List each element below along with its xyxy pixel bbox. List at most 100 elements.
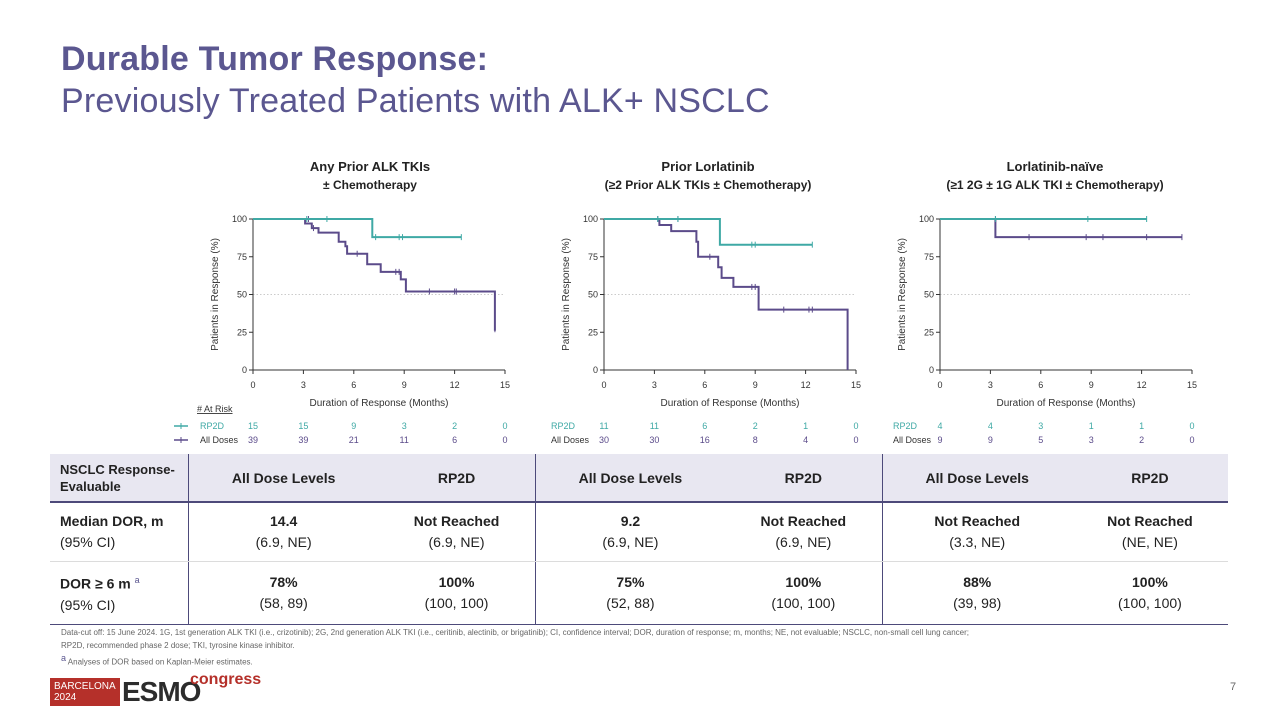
x-tick-label: 6: [702, 380, 707, 390]
km-curve-all-doses: [604, 218, 849, 370]
y-tick-label: 0: [929, 365, 934, 375]
x-tick-label: 9: [402, 380, 407, 390]
y-axis-label: Patients in Response (%): [561, 238, 572, 351]
table-cell: 14.4 (6.9, NE): [188, 502, 379, 562]
x-tick-label: 3: [301, 380, 306, 390]
risk-count: 15: [248, 421, 258, 431]
y-tick-label: 50: [924, 290, 934, 300]
risk-row-name: All Doses: [551, 435, 590, 445]
x-tick-label: 15: [1187, 380, 1197, 390]
risk-count: 2: [1139, 435, 1144, 445]
table-header-col: RP2D: [1071, 454, 1228, 503]
km-curve-rp2d: [253, 218, 462, 239]
response-table: NSCLC Response- Evaluable All Dose Levels…: [50, 454, 1228, 625]
risk-count: 0: [1189, 421, 1194, 431]
risk-count: 0: [502, 435, 507, 445]
logo-word: congress: [190, 671, 262, 688]
table-cell: 9.2 (6.9, NE): [534, 502, 726, 562]
table-header-col: All Dose Levels: [534, 454, 726, 503]
risk-count: 3: [1038, 421, 1043, 431]
page-number: 7: [1230, 681, 1237, 693]
x-tick-label: 12: [450, 380, 460, 390]
footnote: Data-cut off: 15 June 2024. 1G, 1st gene…: [61, 628, 970, 667]
logo-city-badge: BARCELONA 2024: [50, 678, 120, 706]
x-tick-label: 12: [1137, 380, 1147, 390]
table-cell: 88% (39, 98): [881, 561, 1072, 625]
slide-title: Durable Tumor Response:: [61, 40, 489, 78]
row-label: DOR ≥ 6 m a (95% CI): [50, 561, 189, 625]
table-cell: 100% (100, 100): [378, 561, 536, 625]
risk-row-name: All Doses: [200, 435, 239, 445]
x-tick-label: 0: [937, 380, 942, 390]
risk-row-name: All Doses: [893, 435, 932, 445]
risk-count: 11: [650, 421, 659, 431]
x-tick-label: 0: [601, 380, 606, 390]
table-row: DOR ≥ 6 m a (95% CI) 78% (58, 89) 100% (100…: [50, 561, 1228, 625]
y-tick-label: 100: [583, 214, 598, 224]
x-tick-label: 9: [753, 380, 758, 390]
risk-count: 4: [988, 421, 993, 431]
risk-count: 1: [1139, 421, 1144, 431]
table-cell: 100% (100, 100): [1071, 561, 1228, 625]
risk-count: 3: [402, 421, 407, 431]
x-tick-label: 12: [801, 380, 811, 390]
slide-subtitle: Previously Treated Patients with ALK+ NS…: [61, 82, 770, 120]
risk-count: 39: [248, 435, 258, 445]
table-header-col: All Dose Levels: [881, 454, 1072, 503]
row-label: Median DOR, m (95% CI): [50, 502, 189, 562]
table-header-first: NSCLC Response- Evaluable: [50, 454, 189, 503]
x-tick-label: 3: [652, 380, 657, 390]
x-tick-label: 15: [851, 380, 861, 390]
x-axis-label: Duration of Response (Months): [661, 398, 800, 409]
x-axis-label: Duration of Response (Months): [310, 398, 449, 409]
table-cell: 78% (58, 89): [188, 561, 379, 625]
risk-count: 11: [599, 421, 608, 431]
table-cell: Not Reached (6.9, NE): [378, 502, 536, 562]
y-tick-label: 50: [237, 290, 247, 300]
y-tick-label: 50: [588, 290, 598, 300]
risk-count: 4: [803, 435, 808, 445]
risk-count: 4: [937, 421, 942, 431]
risk-count: 3: [1089, 435, 1094, 445]
y-tick-label: 75: [237, 252, 247, 262]
at-risk-label: # At Risk: [197, 404, 233, 414]
x-tick-label: 0: [250, 380, 255, 390]
km-curve-rp2d: [604, 218, 813, 246]
risk-count: 1: [1089, 421, 1094, 431]
risk-count: 1: [803, 421, 808, 431]
x-tick-label: 9: [1089, 380, 1094, 390]
risk-count: 11: [400, 435, 409, 445]
table-row: Median DOR, m (95% CI) 14.4 (6.9, NE) Not …: [50, 502, 1228, 562]
risk-count: 16: [700, 435, 710, 445]
risk-count: 2: [452, 421, 457, 431]
y-tick-label: 100: [919, 214, 934, 224]
risk-count: 30: [649, 435, 659, 445]
risk-count: 2: [753, 421, 758, 431]
x-tick-label: 15: [500, 380, 510, 390]
risk-count: 0: [853, 435, 858, 445]
x-axis-label: Duration of Response (Months): [997, 398, 1136, 409]
risk-count: 15: [298, 421, 308, 431]
table-cell: Not Reached (3.3, NE): [881, 502, 1072, 562]
km-curve-all-doses: [253, 218, 496, 331]
risk-count: 0: [502, 421, 507, 431]
y-tick-label: 25: [237, 327, 247, 337]
risk-count: 6: [702, 421, 707, 431]
risk-row-name: RP2D: [893, 421, 918, 431]
y-tick-label: 0: [593, 365, 598, 375]
x-tick-label: 3: [988, 380, 993, 390]
risk-count: 9: [351, 421, 356, 431]
logo-brand: ESMO: [122, 676, 201, 707]
risk-row-name: RP2D: [200, 421, 225, 431]
x-tick-label: 6: [1038, 380, 1043, 390]
table-cell: Not Reached (NE, NE): [1071, 502, 1228, 562]
table-header-col: RP2D: [725, 454, 883, 503]
risk-count: 39: [298, 435, 308, 445]
risk-count: 6: [452, 435, 457, 445]
panel-title-prior-lorlatinib: Prior Lorlatinib (≥2 Prior ALK TKIs ± Ch…: [604, 159, 812, 192]
risk-count: 0: [853, 421, 858, 431]
y-tick-label: 25: [588, 327, 598, 337]
table-cell: 75% (52, 88): [534, 561, 726, 625]
y-tick-label: 75: [588, 252, 598, 262]
